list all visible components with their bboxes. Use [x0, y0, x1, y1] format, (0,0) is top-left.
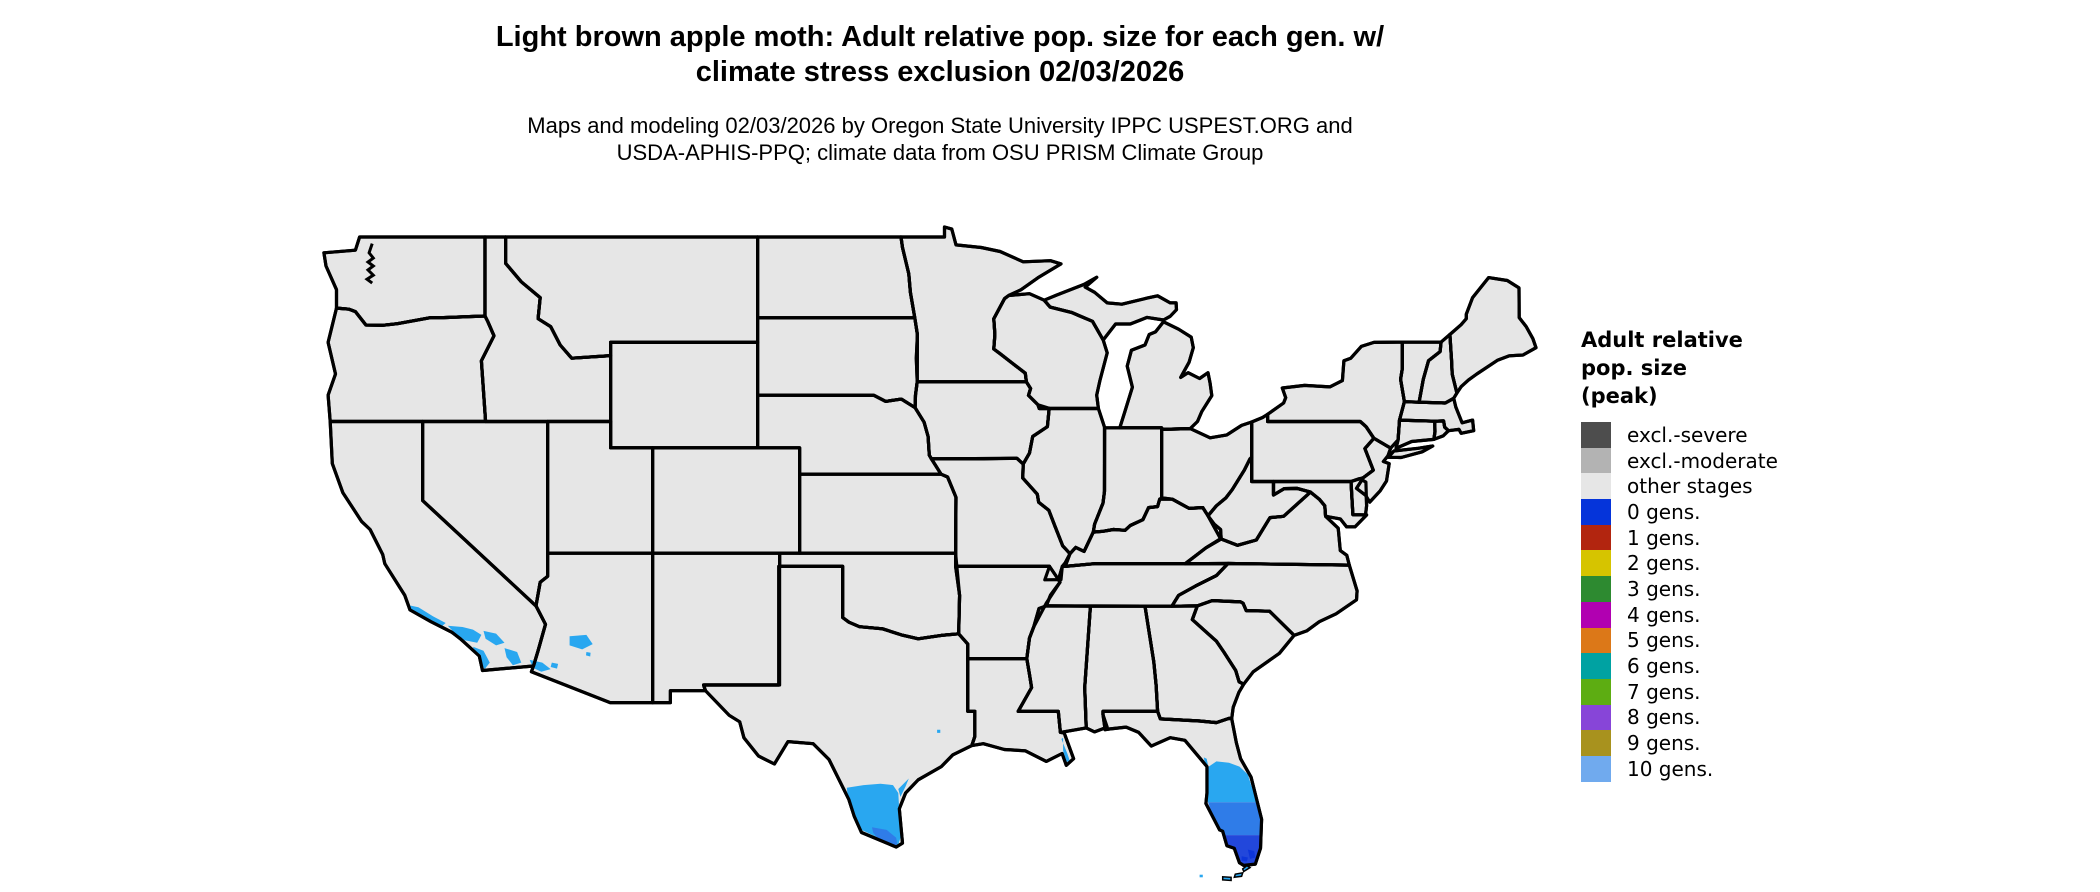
florida-keys-patch [1233, 871, 1244, 879]
legend-label: other stages [1627, 474, 1753, 499]
legend-label: 7 gens. [1627, 679, 1701, 704]
florida-keys-patch [1221, 876, 1232, 882]
florida-keys-patch [1241, 864, 1252, 873]
state-border-ml [1118, 320, 1214, 431]
legend-title-line3: (peak) [1581, 384, 1658, 408]
legend-swatch [1581, 576, 1611, 602]
state-ks [797, 472, 958, 555]
population-patch [898, 778, 909, 797]
legend-swatch [1581, 550, 1611, 577]
population-patch [1208, 802, 1262, 836]
state-border-ms [1016, 604, 1093, 735]
legend-swatch [1581, 627, 1611, 654]
legend-items: excl.-severe excl.-moderate other stages 0 … [1581, 422, 1778, 782]
population-patch [937, 729, 941, 733]
population-patch [569, 634, 593, 650]
legend-label: excl.-severe [1627, 422, 1748, 447]
legend-label: 8 gens. [1627, 705, 1701, 730]
legend-swatch [1581, 422, 1611, 448]
legend-label: 10 gens. [1627, 756, 1714, 781]
state-border-li [1386, 444, 1435, 460]
legend-label: 2 gens. [1627, 551, 1701, 576]
legend-label: 5 gens. [1627, 628, 1701, 653]
legend-item: 0 gens. [1581, 499, 1778, 525]
legend-swatch [1581, 678, 1611, 705]
legend-item: 4 gens. [1581, 601, 1778, 628]
legend-item: 5 gens. [1581, 627, 1778, 654]
title-line2: climate stress exclusion 02/03/2026 [695, 56, 1185, 88]
state-nm [650, 551, 782, 705]
legend-swatch [1581, 601, 1611, 628]
legend: Adult relative pop. size (peak) excl.-se… [1581, 326, 1778, 782]
legend-title-line1: Adult relative [1581, 328, 1743, 352]
legend-swatch [1581, 524, 1611, 551]
state-or [326, 306, 496, 424]
legend-item: 7 gens. [1581, 678, 1778, 705]
page-title: Light brown apple moth: Adult relative p… [0, 20, 1880, 90]
legend-label: 4 gens. [1627, 602, 1701, 627]
legend-item: 8 gens. [1581, 704, 1778, 731]
puget-sound-coastline [364, 243, 376, 285]
legend-swatch [1581, 755, 1611, 782]
legend-swatch [1581, 473, 1611, 500]
population-patch [483, 630, 505, 646]
state-border-fl [1101, 709, 1264, 868]
legend-title: Adult relative pop. size (peak) [1581, 326, 1778, 410]
population-patch [550, 662, 559, 669]
figure-header: Light brown apple moth: Adult relative p… [0, 20, 1880, 166]
state-co [650, 446, 802, 555]
legend-label: 9 gens. [1627, 731, 1701, 756]
legend-item: 6 gens. [1581, 653, 1778, 679]
legend-swatch [1581, 730, 1611, 756]
legend-item: 3 gens. [1581, 576, 1778, 602]
legend-item: 2 gens. [1581, 550, 1778, 577]
legend-label: excl.-moderate [1627, 448, 1778, 473]
population-patch [846, 783, 902, 846]
legend-label: 6 gens. [1627, 654, 1701, 679]
state-wy [608, 340, 760, 450]
state-pa [1250, 412, 1376, 484]
state-me [1448, 276, 1538, 395]
legend-title-line2: pop. size [1581, 356, 1687, 380]
legend-item: excl.-severe [1581, 422, 1778, 448]
state-border-tx [701, 564, 977, 849]
legend-swatch [1581, 653, 1611, 679]
population-patch [1204, 761, 1259, 803]
subtitle-line1: Maps and modeling 02/03/2026 by Oregon S… [527, 113, 1353, 138]
legend-swatch [1581, 704, 1611, 731]
legend-item: excl.-moderate [1581, 447, 1778, 474]
legend-item: 9 gens. [1581, 730, 1778, 756]
florida-keys-patch [1199, 874, 1203, 878]
population-patch [586, 652, 591, 657]
legend-item: other stages [1581, 473, 1778, 500]
state-ml [1118, 320, 1214, 431]
state-nd [755, 235, 917, 320]
population-patch [504, 648, 522, 666]
population-patch [1241, 856, 1248, 862]
state-border-me [1448, 276, 1538, 395]
figure-subtitle: Maps and modeling 02/03/2026 by Oregon S… [0, 112, 1880, 166]
state-border-mu [1042, 275, 1179, 342]
population-patch [872, 827, 898, 847]
legend-label: 3 gens. [1627, 576, 1701, 601]
population-patch [447, 625, 482, 643]
title-line1: Light brown apple moth: Adult relative p… [495, 21, 1385, 53]
legend-label: 0 gens. [1627, 499, 1701, 524]
legend-swatch [1581, 499, 1611, 525]
legend-item: 10 gens. [1581, 755, 1778, 782]
subtitle-line2: USDA-APHIS-PPQ; climate data from OSU PR… [616, 140, 1264, 165]
population-patch [1061, 737, 1071, 763]
population-patch [1247, 849, 1256, 859]
legend-label: 1 gens. [1627, 525, 1701, 550]
legend-item: 1 gens. [1581, 524, 1778, 551]
legend-swatch [1581, 447, 1611, 474]
